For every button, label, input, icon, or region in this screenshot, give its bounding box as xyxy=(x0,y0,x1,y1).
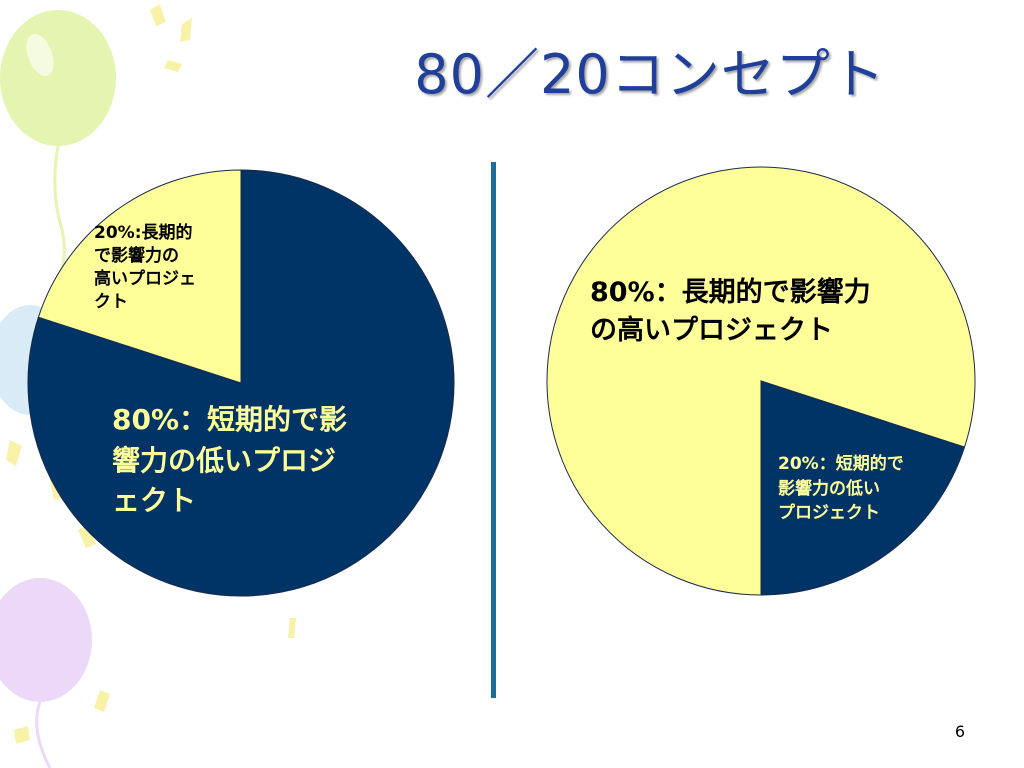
label-line: 20%：短期的で xyxy=(778,454,904,474)
label-line: 80%：短期的で影 xyxy=(112,403,348,436)
pie-left-label-20: 20%:長期的 で影響力の 高いプロジェ クト xyxy=(94,222,234,314)
pie-chart-right xyxy=(546,166,976,596)
vertical-divider xyxy=(491,162,496,698)
label-line: 80%：長期的で影響力 xyxy=(590,277,871,308)
label-line: 高いプロジェ xyxy=(94,268,196,289)
label-line: 響力の低いプロジ xyxy=(112,443,337,477)
slide-title: 80／20コンセプト xyxy=(414,43,886,106)
label-line: 影響力の低い xyxy=(778,478,880,499)
label-line: ェクト xyxy=(112,484,197,518)
label-line: で影響力の xyxy=(94,245,179,266)
label-line: プロジェクト xyxy=(778,503,880,524)
balloon-purple-icon xyxy=(0,578,92,768)
pie-chart-left xyxy=(27,169,455,597)
pie-left-label-80: 80%：短期的で影 響力の低いプロジ ェクト xyxy=(112,400,402,522)
label-line: 20%:長期的 xyxy=(94,223,193,243)
pie-slice-20 xyxy=(760,380,966,596)
label-line: の高いプロジェクト xyxy=(590,314,833,346)
label-line: クト xyxy=(94,291,128,312)
pie-right-label-20: 20%：短期的で 影響力の低い プロジェクト xyxy=(778,452,948,526)
pie-slice-20 xyxy=(37,169,242,384)
page-number: 6 xyxy=(954,722,966,741)
pie-right-label-80: 80%：長期的で影響力 の高いプロジェクト xyxy=(590,274,940,350)
